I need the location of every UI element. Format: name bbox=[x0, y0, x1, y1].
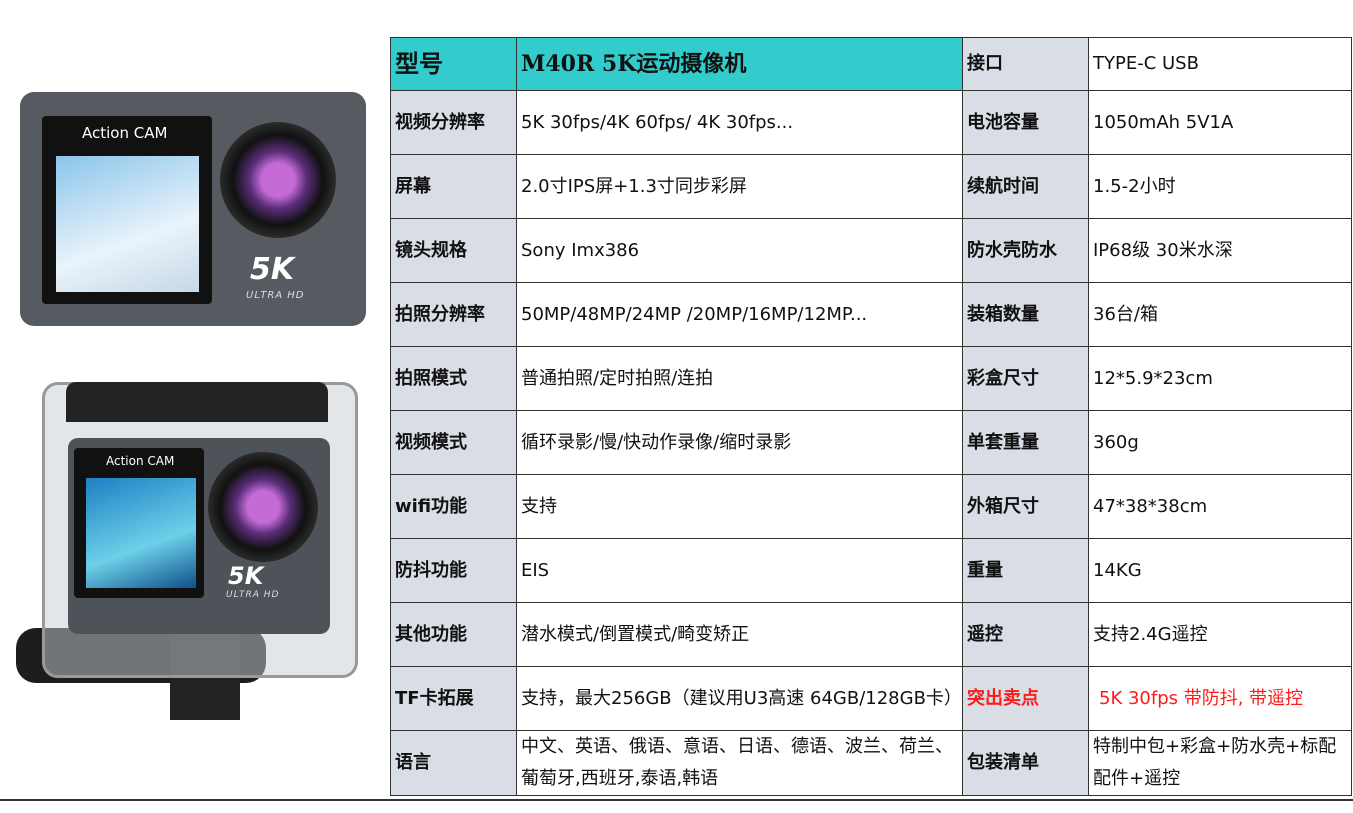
table-row: 屏幕 2.0寸IPS屏+1.3寸同步彩屏 续航时间 1.5-2小时 bbox=[390, 154, 1352, 219]
spec-label: 遥控 bbox=[962, 602, 1089, 667]
table-row: 镜头规格 Sony Imx386 防水壳防水 IP68级 30米水深 bbox=[390, 218, 1352, 283]
spec-label: 拍照分辨率 bbox=[390, 282, 517, 347]
ultra-hd-label: ULTRA HD bbox=[226, 590, 280, 600]
5k-logo: 5K bbox=[228, 562, 264, 590]
camera-brand: Action CAM bbox=[106, 454, 175, 468]
table-row: 其他功能 潜水模式/倒置模式/畸变矫正 遥控 支持2.4G遥控 bbox=[390, 602, 1352, 667]
spec-label: 突出卖点 bbox=[962, 666, 1089, 731]
table-row: 视频模式 循环录影/慢/快动作录像/缩时录影 单套重量 360g bbox=[390, 410, 1352, 475]
spec-label: 镜头规格 bbox=[390, 218, 517, 283]
ultra-hd-label: ULTRA HD bbox=[246, 290, 305, 301]
camera-lens bbox=[208, 452, 318, 562]
spec-value: 循环录影/慢/快动作录像/缩时录影 bbox=[516, 410, 963, 475]
camera-brand: Action CAM bbox=[82, 124, 168, 142]
table-row: wifi功能 支持 外箱尺寸 47*38*38cm bbox=[390, 474, 1352, 539]
spec-label: 续航时间 bbox=[962, 154, 1089, 219]
spec-label: 防抖功能 bbox=[390, 538, 517, 603]
model-title: M40R 5K运动摄像机 bbox=[516, 37, 963, 91]
spec-value: 12*5.9*23cm bbox=[1088, 346, 1352, 411]
spec-value: 支持 bbox=[516, 474, 963, 539]
spec-label: 屏幕 bbox=[390, 154, 517, 219]
table-row: 视频分辨率 5K 30fps/4K 60fps/ 4K 30fps... 电池容量 1… bbox=[390, 90, 1352, 155]
spec-value: 14KG bbox=[1088, 538, 1352, 603]
spec-label: 接口 bbox=[962, 37, 1089, 91]
table-row: 型号 M40R 5K运动摄像机 接口 TYPE-C USB bbox=[390, 37, 1352, 91]
spec-value: 47*38*38cm bbox=[1088, 474, 1352, 539]
housing-top bbox=[66, 382, 328, 422]
table-row: 拍照分辨率 50MP/48MP/24MP /20MP/16MP/12MP... 装箱… bbox=[390, 282, 1352, 347]
camera-screen: Action CAM bbox=[42, 116, 212, 304]
spec-value: 特制中包+彩盒+防水壳+标配配件+遥控 bbox=[1088, 730, 1352, 796]
spec-label: 视频模式 bbox=[390, 410, 517, 475]
spec-value: 5K 30fps/4K 60fps/ 4K 30fps... bbox=[516, 90, 963, 155]
spec-value: 50MP/48MP/24MP /20MP/16MP/12MP... bbox=[516, 282, 963, 347]
spec-label: TF卡拓展 bbox=[390, 666, 517, 731]
table-row: 语言 中文、英语、俄语、意语、日语、德语、波兰、荷兰、葡萄牙,西班牙,泰语,韩语包… bbox=[390, 730, 1352, 796]
ski-picture bbox=[56, 156, 199, 292]
spec-value: 1.5-2小时 bbox=[1088, 154, 1352, 219]
spec-label: 电池容量 bbox=[962, 90, 1089, 155]
table-row: TF卡拓展 支持，最大256GB（建议用U3高速 64GB/128GB卡） 突出卖点… bbox=[390, 666, 1352, 731]
camera-lens bbox=[220, 122, 336, 238]
spec-table: 型号 M40R 5K运动摄像机 接口 TYPE-C USB 视频分辨率 5K 30… bbox=[390, 37, 1352, 796]
spec-value: Sony Imx386 bbox=[516, 218, 963, 283]
5k-logo: 5K bbox=[250, 252, 295, 287]
spec-value: TYPE-C USB bbox=[1088, 37, 1352, 91]
spec-label: 彩盒尺寸 bbox=[962, 346, 1089, 411]
table-row: 拍照模式 普通拍照/定时拍照/连拍 彩盒尺寸 12*5.9*23cm bbox=[390, 346, 1352, 411]
spec-label: 包装清单 bbox=[962, 730, 1089, 796]
spec-value: 1050mAh 5V1A bbox=[1088, 90, 1352, 155]
spec-label: 单套重量 bbox=[962, 410, 1089, 475]
spec-label: 拍照模式 bbox=[390, 346, 517, 411]
spec-label: wifi功能 bbox=[390, 474, 517, 539]
spec-label: 装箱数量 bbox=[962, 282, 1089, 347]
spec-label: 型号 bbox=[390, 37, 517, 91]
spec-value: 36台/箱 bbox=[1088, 282, 1352, 347]
divider bbox=[0, 799, 1353, 801]
spec-label: 防水壳防水 bbox=[962, 218, 1089, 283]
spec-value: 中文、英语、俄语、意语、日语、德语、波兰、荷兰、葡萄牙,西班牙,泰语,韩语 bbox=[516, 730, 963, 796]
spec-label: 重量 bbox=[962, 538, 1089, 603]
spec-value: 5K 30fps 带防抖, 带遥控 bbox=[1088, 666, 1352, 731]
spec-label: 视频分辨率 bbox=[390, 90, 517, 155]
action-camera-image: Action CAM 5K ULTRA HD bbox=[20, 92, 366, 326]
spec-value: 支持2.4G遥控 bbox=[1088, 602, 1352, 667]
spec-value: 360g bbox=[1088, 410, 1352, 475]
spec-value: EIS bbox=[516, 538, 963, 603]
spec-label: 外箱尺寸 bbox=[962, 474, 1089, 539]
spec-value: 支持，最大256GB（建议用U3高速 64GB/128GB卡） bbox=[516, 666, 963, 731]
table-row: 防抖功能 EIS 重量 14KG bbox=[390, 538, 1352, 603]
housed-camera-image: Action CAM 5K ULTRA HD bbox=[68, 438, 330, 634]
spec-value: 普通拍照/定时拍照/连拍 bbox=[516, 346, 963, 411]
diver-picture bbox=[86, 478, 196, 588]
camera-screen: Action CAM bbox=[74, 448, 204, 598]
spec-value: 潜水模式/倒置模式/畸变矫正 bbox=[516, 602, 963, 667]
spec-value: IP68级 30米水深 bbox=[1088, 218, 1352, 283]
spec-value: 2.0寸IPS屏+1.3寸同步彩屏 bbox=[516, 154, 963, 219]
spec-label: 语言 bbox=[390, 730, 517, 796]
spec-label: 其他功能 bbox=[390, 602, 517, 667]
